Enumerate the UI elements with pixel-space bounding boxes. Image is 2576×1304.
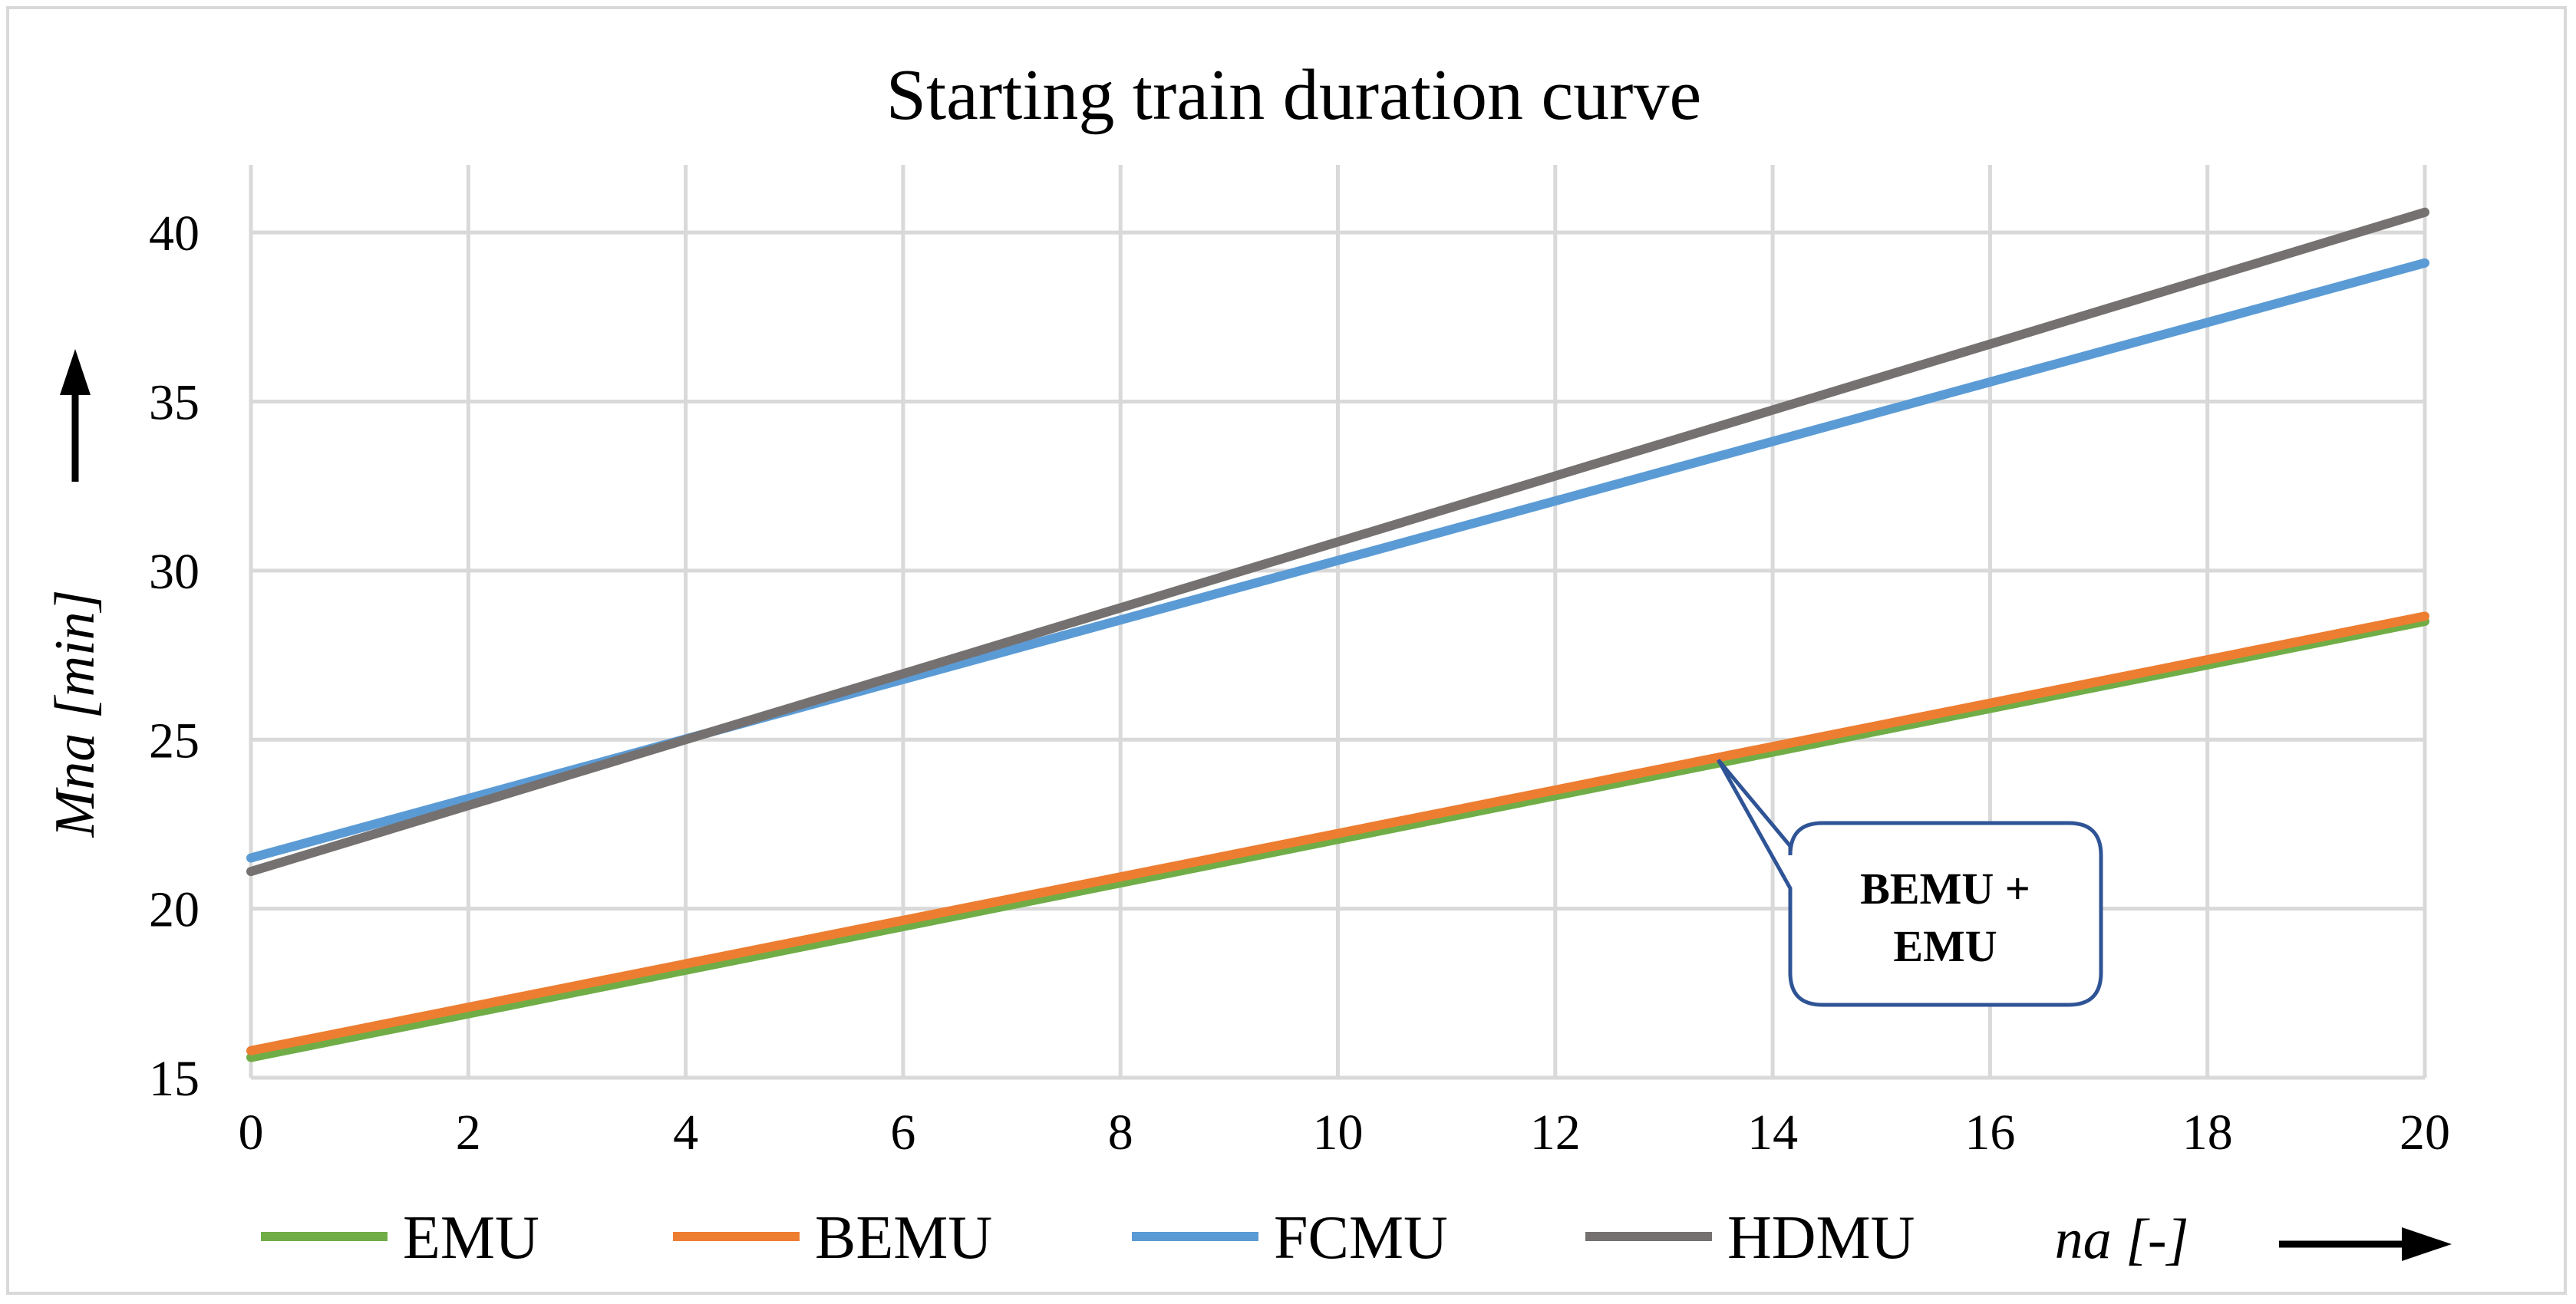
x-tick-label: 20: [2400, 1105, 2450, 1161]
x-tick-label: 8: [1108, 1105, 1133, 1161]
y-tick-label: 20: [149, 882, 200, 938]
legend-label-emu: EMU: [403, 1204, 539, 1272]
y-tick-label: 35: [149, 375, 200, 431]
x-axis-arrow: [2279, 1227, 2452, 1261]
y-tick-label: 30: [149, 544, 200, 600]
y-axis-title-group: Mna [min]: [44, 349, 107, 838]
legend-label-bemu: BEMU: [815, 1204, 992, 1272]
x-tick-label: 4: [673, 1105, 698, 1161]
annotation-callout: BEMU + EMU: [1717, 759, 2103, 1007]
x-tick-label: 18: [2182, 1105, 2233, 1161]
series-line-bemu: [246, 611, 2429, 1055]
callout-text-line1: BEMU +: [1860, 864, 2030, 914]
series-lines: [246, 207, 2429, 1062]
series-line-emu: [246, 617, 2429, 1062]
tick-labels: 0 2 4 6 8 10 12 14 16 18 20 15 20 25 30 35 40: [149, 206, 2450, 1161]
callout-text-line2: EMU: [1893, 921, 1997, 971]
x-tick-label: 6: [890, 1105, 915, 1161]
x-tick-label: 12: [1530, 1105, 1581, 1161]
x-axis-title: na [-]: [2055, 1208, 2189, 1271]
y-axis-arrow-head: [60, 349, 91, 395]
y-tick-label: 25: [149, 713, 200, 769]
y-tick-label: 40: [149, 206, 200, 262]
legend-label-fcmu: FCMU: [1274, 1204, 1448, 1272]
callout-bubble: [1717, 759, 2103, 1007]
chart-title: Starting train duration curve: [886, 55, 1701, 135]
x-tick-label: 0: [239, 1105, 264, 1161]
x-tick-label: 16: [1964, 1105, 2015, 1161]
x-tick-label: 14: [1747, 1105, 1798, 1161]
y-axis-title: Mna [min]: [44, 590, 107, 838]
y-tick-label: 15: [149, 1051, 200, 1107]
chart-frame: [6, 6, 2567, 1295]
legend: EMU BEMU FCMU HDMU: [261, 1204, 1915, 1272]
x-tick-label: 2: [456, 1105, 481, 1161]
x-tick-label: 10: [1313, 1105, 1364, 1161]
series-line-hdmu: [246, 207, 2429, 877]
legend-label-hdmu: HDMU: [1727, 1204, 1915, 1272]
